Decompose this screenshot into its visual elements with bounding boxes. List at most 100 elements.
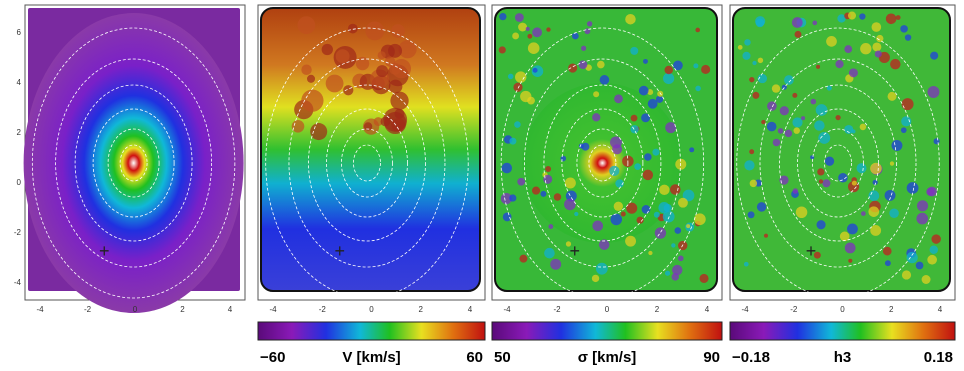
blob [851, 180, 857, 186]
blob [597, 60, 605, 69]
blob [848, 68, 858, 78]
blob [927, 86, 940, 98]
blob [814, 120, 825, 131]
x-tick-label: -4 [741, 305, 749, 314]
blob [779, 106, 789, 116]
blob [614, 94, 623, 104]
x-tick-label: 0 [605, 305, 610, 314]
blob [513, 82, 523, 92]
blob [297, 16, 316, 35]
blob [810, 98, 817, 105]
isophote [288, 58, 446, 268]
blob [647, 89, 654, 96]
blob [756, 202, 767, 212]
blob [693, 63, 699, 69]
colorbar-max: 90 [703, 349, 720, 366]
blob [507, 73, 514, 80]
blob [644, 153, 652, 161]
blob [531, 186, 541, 195]
blob [398, 40, 417, 59]
colorbar-label: σ [km/s] [578, 349, 637, 366]
blob [884, 189, 896, 201]
blob [673, 60, 683, 71]
colorbar-max: 0.18 [924, 349, 953, 366]
isophote [74, 84, 193, 242]
blob [752, 91, 760, 99]
blob [663, 72, 675, 85]
blob [847, 11, 857, 20]
blob [517, 177, 526, 186]
isophote [326, 108, 408, 218]
blob [744, 39, 751, 46]
blob [642, 58, 648, 64]
blob [512, 32, 520, 40]
x-tick-label: -2 [553, 305, 561, 314]
blob [887, 91, 897, 101]
blob [818, 132, 831, 144]
isophote [812, 128, 864, 198]
blob [929, 245, 939, 254]
blob [592, 113, 601, 122]
blob [816, 220, 826, 230]
blob [671, 273, 680, 281]
blob [906, 251, 918, 264]
blob [586, 21, 593, 27]
blob [689, 147, 695, 153]
x-tick-label: -4 [36, 305, 44, 314]
blob [609, 165, 620, 176]
blob [568, 63, 578, 73]
blob [815, 104, 828, 116]
map [260, 7, 481, 292]
blob [376, 65, 389, 78]
blob [927, 186, 937, 197]
blob [638, 85, 649, 96]
blob [545, 165, 552, 173]
blob [749, 149, 755, 155]
x-tick-label: 4 [705, 305, 710, 314]
blob [519, 254, 528, 263]
blob [837, 14, 846, 23]
blob [678, 255, 684, 262]
x-tick-label: 4 [468, 305, 473, 314]
blob [502, 212, 512, 222]
x-tick-label: -2 [84, 305, 92, 314]
isophote [543, 84, 662, 242]
blob [662, 210, 675, 223]
blob [527, 96, 535, 105]
colorbar-min: −60 [260, 349, 285, 366]
blob [571, 32, 579, 40]
blob [498, 46, 506, 54]
blob [581, 142, 590, 151]
center-mark: + [570, 241, 581, 261]
blob [916, 212, 929, 225]
blob [915, 261, 924, 270]
blob [515, 71, 527, 83]
blob [757, 73, 767, 84]
blob [870, 225, 882, 236]
x-tick-label: -2 [319, 305, 327, 314]
isophote [55, 58, 213, 268]
blob [647, 98, 658, 109]
blob [794, 30, 802, 38]
blob [592, 220, 604, 232]
blob [306, 74, 316, 83]
blob [499, 12, 507, 21]
blob [872, 42, 882, 52]
blob [591, 274, 600, 283]
isophote [308, 84, 426, 242]
blob [860, 43, 872, 55]
blob [772, 138, 781, 147]
blob [291, 119, 305, 133]
blob [793, 127, 800, 134]
blob [743, 261, 749, 267]
blob [868, 206, 880, 217]
isophote [341, 128, 393, 198]
blob [701, 64, 711, 75]
blob [630, 125, 639, 134]
y-tick-label: 2 [17, 128, 22, 137]
blob [752, 60, 757, 66]
isophote [524, 58, 681, 268]
blob [755, 18, 765, 28]
blob [509, 194, 517, 202]
x-tick-label: 2 [655, 305, 660, 314]
